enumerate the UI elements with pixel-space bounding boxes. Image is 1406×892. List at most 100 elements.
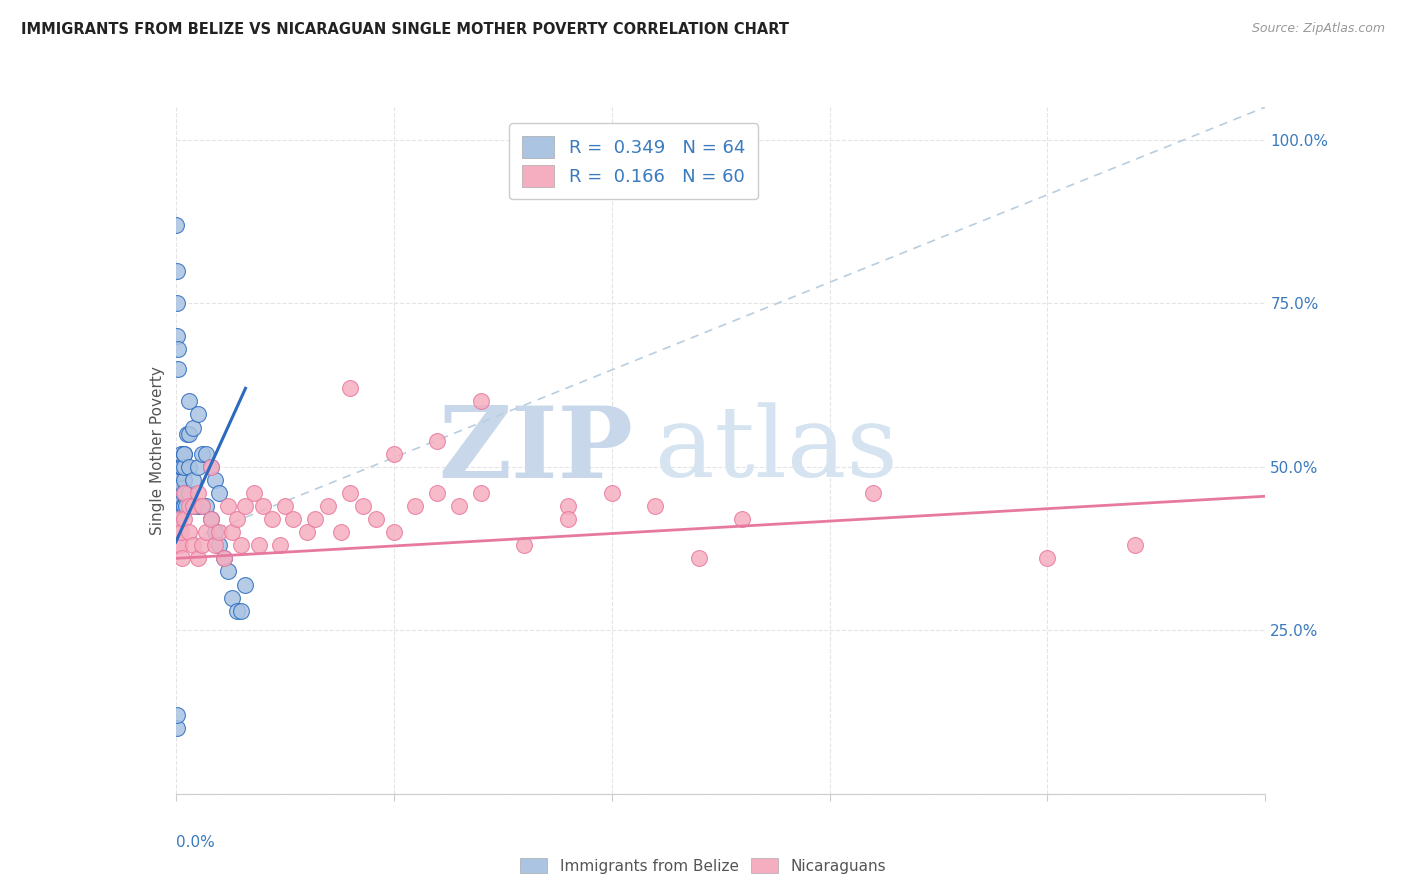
- Point: [186, 499, 209, 513]
- Point: [269, 538, 291, 552]
- Point: [167, 361, 190, 376]
- Point: [167, 342, 190, 356]
- Point: [176, 427, 198, 442]
- Text: atlas: atlas: [655, 402, 898, 499]
- Point: [186, 459, 209, 474]
- Point: [167, 486, 190, 500]
- Point: [166, 499, 188, 513]
- Point: [177, 486, 200, 500]
- Point: [165, 218, 187, 232]
- Point: [173, 486, 195, 500]
- Point: [173, 512, 195, 526]
- Point: [557, 499, 579, 513]
- Point: [339, 381, 361, 395]
- Point: [208, 538, 231, 552]
- Point: [260, 512, 283, 526]
- Point: [513, 538, 536, 552]
- Point: [169, 538, 191, 552]
- Point: [170, 492, 193, 507]
- Point: [195, 525, 218, 540]
- Point: [195, 447, 218, 461]
- Point: [173, 447, 195, 461]
- Point: [200, 459, 222, 474]
- Point: [382, 525, 405, 540]
- Point: [731, 512, 754, 526]
- Point: [186, 408, 209, 422]
- Point: [177, 459, 200, 474]
- Point: [231, 538, 253, 552]
- Point: [172, 551, 194, 566]
- Point: [186, 551, 209, 566]
- Point: [167, 473, 190, 487]
- Point: [204, 538, 226, 552]
- Point: [173, 473, 195, 487]
- Text: 0.0%: 0.0%: [176, 835, 215, 850]
- Point: [173, 499, 195, 513]
- Text: IMMIGRANTS FROM BELIZE VS NICARAGUAN SINGLE MOTHER POVERTY CORRELATION CHART: IMMIGRANTS FROM BELIZE VS NICARAGUAN SIN…: [21, 22, 789, 37]
- Point: [200, 512, 222, 526]
- Point: [181, 499, 204, 513]
- Point: [191, 499, 214, 513]
- Point: [208, 525, 231, 540]
- Point: [304, 512, 326, 526]
- Point: [688, 551, 710, 566]
- Point: [186, 486, 209, 500]
- Legend: Immigrants from Belize, Nicaraguans: Immigrants from Belize, Nicaraguans: [513, 852, 893, 880]
- Point: [212, 551, 235, 566]
- Point: [191, 447, 214, 461]
- Point: [426, 486, 449, 500]
- Point: [204, 525, 226, 540]
- Point: [318, 499, 340, 513]
- Point: [167, 512, 190, 526]
- Point: [426, 434, 449, 448]
- Y-axis label: Single Mother Poverty: Single Mother Poverty: [149, 366, 165, 535]
- Point: [167, 499, 190, 513]
- Point: [167, 459, 190, 474]
- Point: [644, 499, 666, 513]
- Point: [169, 479, 191, 493]
- Text: ZIP: ZIP: [439, 402, 633, 499]
- Point: [166, 722, 188, 736]
- Point: [166, 708, 188, 723]
- Point: [181, 473, 204, 487]
- Point: [195, 499, 218, 513]
- Point: [366, 512, 388, 526]
- Point: [167, 525, 190, 540]
- Point: [200, 459, 222, 474]
- Point: [181, 420, 204, 434]
- Point: [252, 499, 274, 513]
- Point: [217, 565, 239, 579]
- Legend: R =  0.349   N = 64, R =  0.166   N = 60: R = 0.349 N = 64, R = 0.166 N = 60: [509, 123, 758, 200]
- Point: [170, 506, 193, 520]
- Point: [170, 459, 193, 474]
- Point: [191, 538, 214, 552]
- Point: [181, 499, 204, 513]
- Point: [352, 499, 374, 513]
- Point: [405, 499, 427, 513]
- Point: [166, 512, 188, 526]
- Point: [177, 525, 200, 540]
- Point: [169, 499, 191, 513]
- Point: [557, 512, 579, 526]
- Point: [447, 499, 470, 513]
- Point: [166, 263, 188, 277]
- Point: [1036, 551, 1059, 566]
- Point: [600, 486, 623, 500]
- Point: [172, 459, 194, 474]
- Point: [862, 486, 884, 500]
- Point: [174, 499, 197, 513]
- Point: [167, 512, 190, 526]
- Point: [166, 296, 188, 310]
- Point: [339, 486, 361, 500]
- Point: [173, 447, 195, 461]
- Point: [172, 499, 194, 513]
- Point: [177, 499, 200, 513]
- Point: [1123, 538, 1146, 552]
- Point: [212, 551, 235, 566]
- Point: [170, 525, 193, 540]
- Point: [169, 467, 191, 481]
- Point: [166, 329, 188, 343]
- Point: [166, 506, 188, 520]
- Point: [382, 447, 405, 461]
- Point: [283, 512, 305, 526]
